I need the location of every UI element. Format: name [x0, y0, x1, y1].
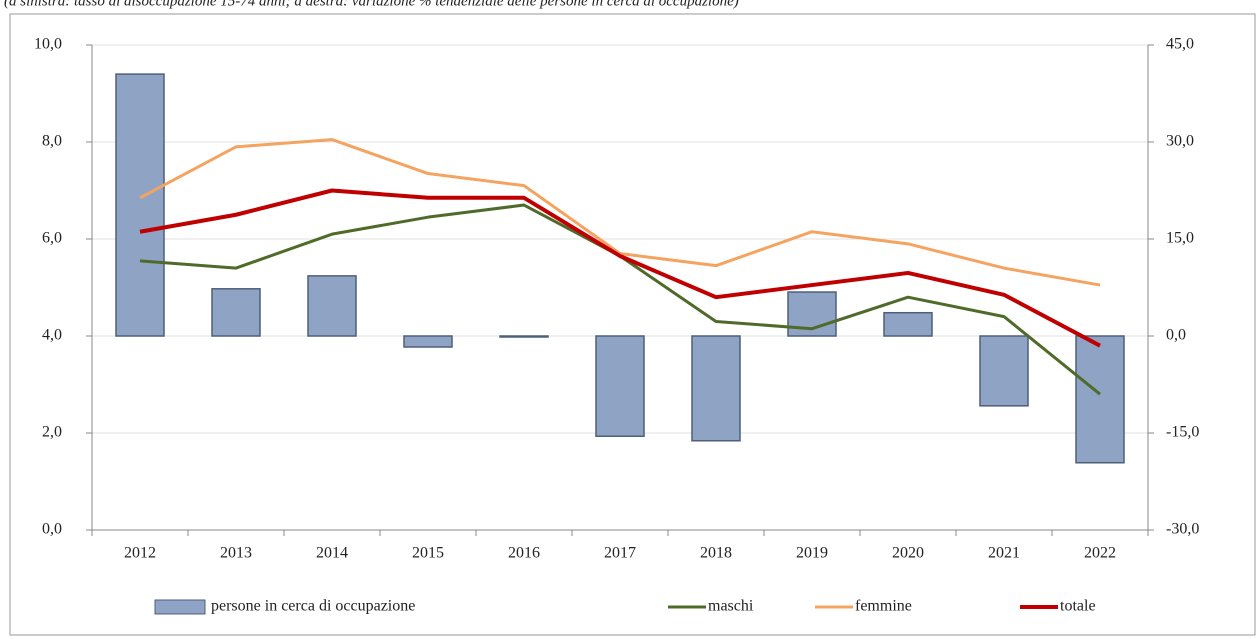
legend-label: persone in cerca di occupazione	[211, 598, 415, 615]
bar	[499, 335, 549, 338]
bar	[691, 335, 741, 442]
line-series	[139, 138, 1101, 287]
x-tick-label: 2014	[316, 545, 348, 562]
chart-frame	[9, 13, 1256, 636]
y-tick-label: 4,0	[42, 327, 62, 344]
legend-label: maschi	[708, 598, 754, 615]
y-tick-label: 0,0	[42, 521, 62, 538]
y-tick-label: 2,0	[42, 424, 62, 441]
x-tick-label: 2017	[604, 545, 636, 562]
chart-subtitle: (a sinistra: tasso di disoccupazione 15-…	[4, 0, 739, 9]
y-tick-label: 6,0	[42, 230, 62, 247]
x-tick-label: 2022	[1084, 545, 1116, 562]
bar	[403, 335, 453, 348]
y2-tick-label: 30,0	[1166, 133, 1194, 150]
y2-tick-label: 0,0	[1166, 327, 1186, 344]
legend-label: femmine	[855, 598, 912, 615]
line-series	[139, 188, 1101, 348]
bar	[595, 335, 645, 437]
bar	[211, 288, 261, 337]
x-tick-label: 2013	[220, 545, 252, 562]
bar	[1075, 335, 1125, 464]
bar	[979, 335, 1029, 407]
x-tick-label: 2012	[124, 545, 156, 562]
y2-tick-label: -15,0	[1166, 424, 1199, 441]
x-tick-label: 2020	[892, 545, 924, 562]
legend-label: totale	[1060, 598, 1096, 615]
bar	[115, 73, 165, 337]
y2-tick-label: 15,0	[1166, 230, 1194, 247]
legend-swatch	[154, 599, 206, 615]
y-tick-label: 10,0	[34, 36, 62, 53]
y-tick-label: 8,0	[42, 133, 62, 150]
y2-tick-label: -30,0	[1166, 521, 1199, 538]
bar	[307, 275, 357, 337]
x-tick-label: 2019	[796, 545, 828, 562]
x-tick-label: 2015	[412, 545, 444, 562]
bar	[883, 311, 933, 337]
x-tick-label: 2018	[700, 545, 732, 562]
x-tick-label: 2016	[508, 545, 540, 562]
x-tick-label: 2021	[988, 545, 1020, 562]
y2-tick-label: 45,0	[1166, 36, 1194, 53]
